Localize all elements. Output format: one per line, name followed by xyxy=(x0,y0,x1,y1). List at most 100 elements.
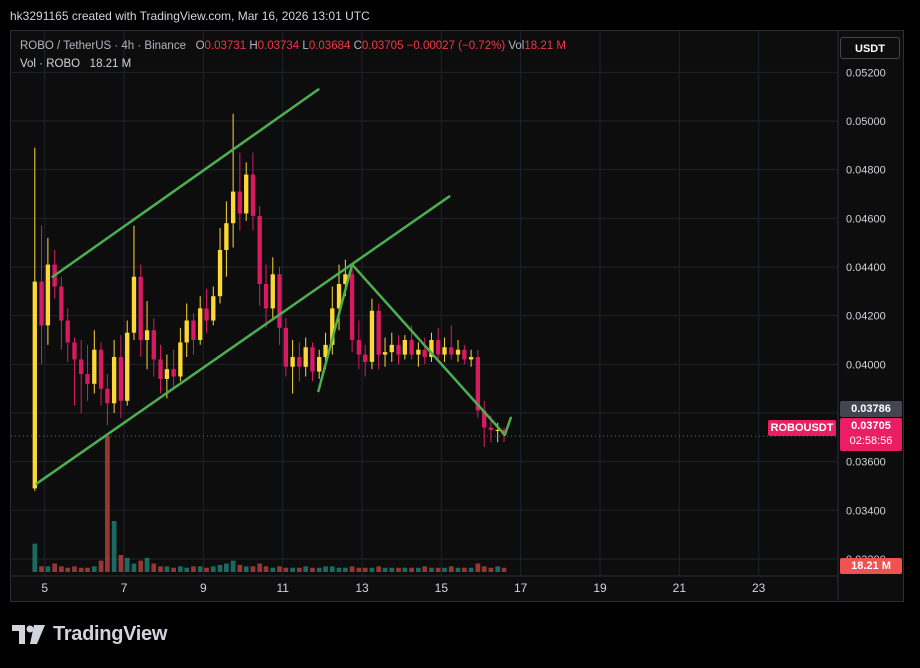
candle-body xyxy=(257,215,262,285)
candle-body xyxy=(98,349,104,389)
candle-body xyxy=(131,276,137,333)
currency-button[interactable]: USDT xyxy=(840,37,900,59)
trendline xyxy=(35,195,451,485)
price-axis: 0.05200 0.05000 0.04800 0.04600 0.04400 0.042… xyxy=(846,67,886,566)
volume-bar xyxy=(144,557,150,572)
time-axis: 5 7 9 11 13 15 17 19 21 23 xyxy=(41,581,765,595)
volume-bar xyxy=(495,566,501,572)
volume-bar xyxy=(243,566,249,572)
volume-legend[interactable]: Vol · ROBO 18.21 M xyxy=(20,58,131,70)
candle-body xyxy=(343,274,348,285)
legend-close: 0.03705 xyxy=(361,40,404,52)
time-tick-label: 5 xyxy=(41,581,48,595)
volume-bar xyxy=(171,567,176,572)
price-tick-label: 0.03600 xyxy=(846,457,886,469)
price-tick-label: 0.05000 xyxy=(846,116,886,128)
volume-bar xyxy=(382,567,388,572)
volume-bar xyxy=(204,567,209,572)
volume-bar xyxy=(448,566,454,572)
legend-open: 0.03731 xyxy=(204,40,247,52)
candle-body xyxy=(118,357,124,401)
candle-body xyxy=(171,369,176,377)
candle-body xyxy=(92,349,97,384)
candle-body xyxy=(317,357,322,372)
candle-body xyxy=(449,347,454,355)
time-tick-label: 15 xyxy=(435,581,449,595)
price-tick-label: 0.04400 xyxy=(846,262,886,274)
symbol-price-tag: ROBOUSDT xyxy=(768,420,836,436)
price-tick-label: 0.05200 xyxy=(846,67,886,79)
candle-body xyxy=(402,339,408,355)
time-tick-label: 13 xyxy=(355,581,369,595)
candle-countdown: 02:58:56 xyxy=(849,435,893,447)
volume-bar xyxy=(118,555,124,572)
tradingview-logo[interactable]: TradingView xyxy=(12,623,167,646)
candle-body xyxy=(303,347,308,367)
legend-low: 0.03684 xyxy=(308,40,351,52)
candle-body xyxy=(336,284,342,309)
volume-bar xyxy=(488,567,494,572)
price-tick-label: 0.04000 xyxy=(846,359,886,371)
volume-bar xyxy=(257,563,263,572)
volume-bar xyxy=(111,521,117,572)
candle-body xyxy=(72,342,77,360)
candle-body xyxy=(468,357,474,360)
volume-bar xyxy=(124,557,130,572)
volume-bar xyxy=(316,567,322,572)
volume-bar xyxy=(283,567,289,572)
candle-body xyxy=(488,427,494,431)
volume-bar xyxy=(131,563,137,572)
candle-body xyxy=(45,264,51,326)
trendline xyxy=(503,416,513,437)
volume-bar xyxy=(303,566,309,572)
candle-body xyxy=(436,339,441,355)
volume-bar xyxy=(310,567,315,572)
volume-bar xyxy=(462,567,467,572)
volume-bar xyxy=(376,566,382,572)
trendline xyxy=(317,263,354,393)
candle-body xyxy=(356,339,362,355)
candle-body xyxy=(204,308,209,321)
volume-bar xyxy=(343,567,348,572)
candle-body xyxy=(111,357,117,404)
volume-bar xyxy=(237,564,243,572)
volume-bar xyxy=(402,567,408,572)
volume-bar xyxy=(468,567,474,572)
volume-bar xyxy=(217,564,223,572)
candle-body xyxy=(349,274,355,340)
candle-body xyxy=(416,349,421,355)
candle-body xyxy=(244,174,249,214)
time-tick-label: 19 xyxy=(593,581,607,595)
candle-body xyxy=(105,388,110,404)
price-tick-label: 0.04800 xyxy=(846,165,886,177)
time-tick-label: 7 xyxy=(121,581,128,595)
candle-body xyxy=(184,320,189,343)
volume-bars xyxy=(32,436,507,572)
volume-bar xyxy=(65,567,71,572)
candle-body xyxy=(79,359,84,375)
chart-caption: hk3291165 created with TradingView.com, … xyxy=(10,9,370,23)
volume-bar xyxy=(151,563,157,572)
candle-body xyxy=(277,274,282,328)
trendline xyxy=(350,263,507,437)
volume-bar xyxy=(32,543,38,572)
volume-bar xyxy=(336,567,342,572)
volume-bar xyxy=(475,563,481,572)
volume-bar xyxy=(442,567,447,572)
legend-high: 0.03734 xyxy=(257,40,300,52)
candle-body xyxy=(151,330,156,360)
last-price-tag: 0.03705 xyxy=(851,420,891,432)
candle-body xyxy=(290,357,295,367)
candle-body xyxy=(224,223,229,250)
candle-body xyxy=(455,349,461,355)
prev-price-tag: 0.03786 xyxy=(840,401,902,417)
legend-high-label: H xyxy=(249,40,258,52)
volume-bar xyxy=(290,567,295,572)
volume-bar xyxy=(422,566,428,572)
candle-body xyxy=(396,344,401,355)
time-tick-label: 9 xyxy=(200,581,207,595)
volume-bar xyxy=(230,560,236,572)
candle-body xyxy=(198,308,203,340)
volume-bar xyxy=(409,567,414,572)
